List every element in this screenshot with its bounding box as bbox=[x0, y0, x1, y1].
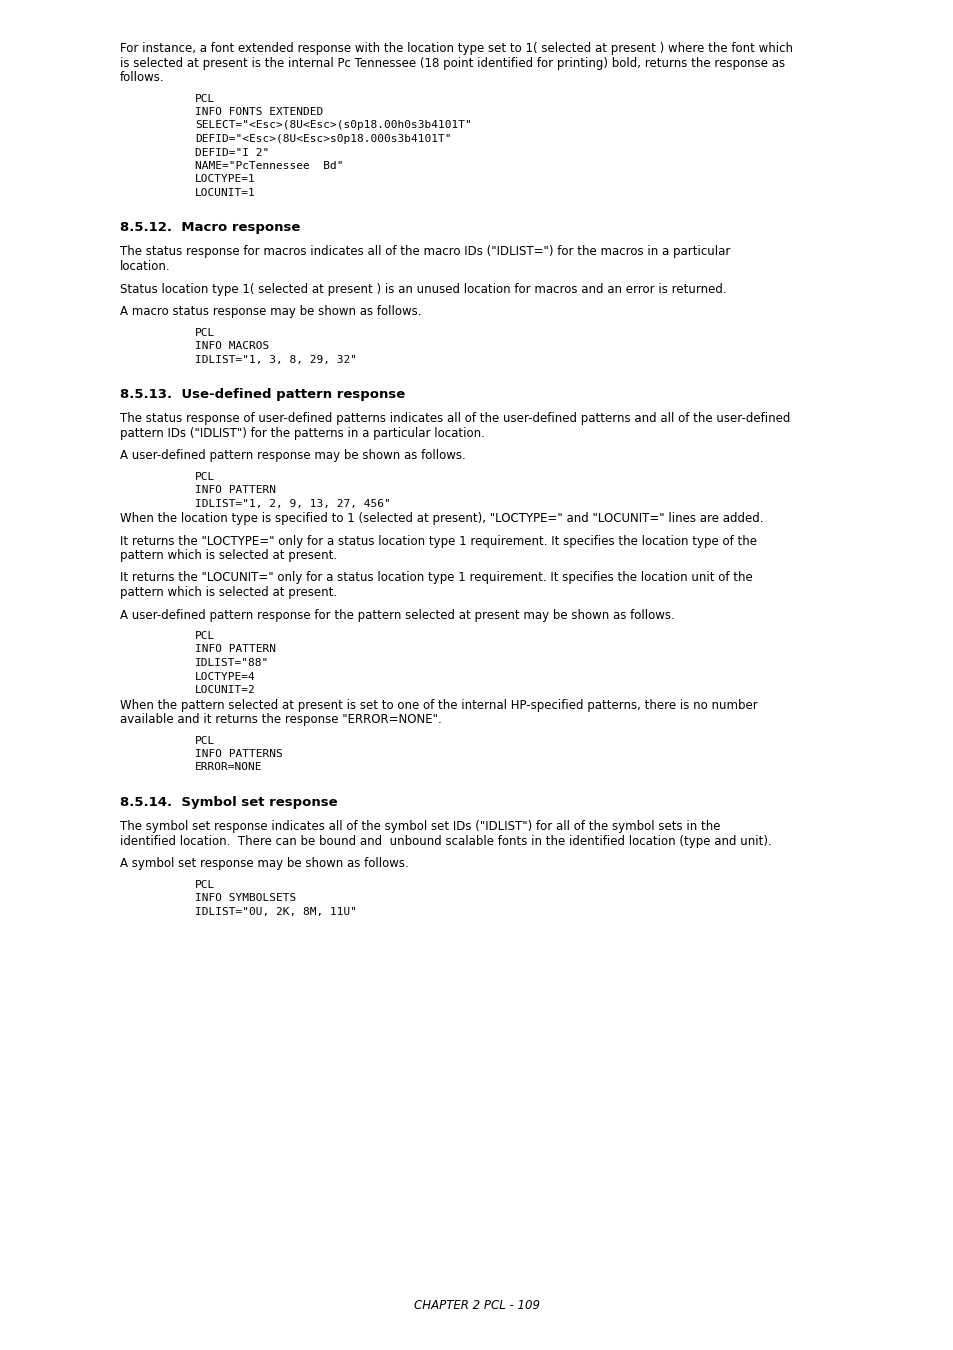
Text: PCL: PCL bbox=[194, 328, 215, 338]
Text: 8.5.12.  Macro response: 8.5.12. Macro response bbox=[120, 221, 300, 235]
Text: When the location type is specified to 1 (selected at present), "LOCTYPE=" and ": When the location type is specified to 1… bbox=[120, 512, 762, 525]
Text: Status location type 1( selected at present ) is an unused location for macros a: Status location type 1( selected at pres… bbox=[120, 282, 726, 296]
Text: IDLIST="0U, 2K, 8M, 11U": IDLIST="0U, 2K, 8M, 11U" bbox=[194, 906, 356, 917]
Text: LOCTYPE=4: LOCTYPE=4 bbox=[194, 671, 255, 682]
Text: PCL: PCL bbox=[194, 736, 215, 745]
Text: 8.5.13.  Use-defined pattern response: 8.5.13. Use-defined pattern response bbox=[120, 387, 405, 401]
Text: follows.: follows. bbox=[120, 72, 165, 84]
Text: It returns the "LOCUNIT=" only for a status location type 1 requirement. It spec: It returns the "LOCUNIT=" only for a sta… bbox=[120, 571, 752, 585]
Text: A user-defined pattern response may be shown as follows.: A user-defined pattern response may be s… bbox=[120, 450, 465, 462]
Text: identified location.  There can be bound and  unbound scalable fonts in the iden: identified location. There can be bound … bbox=[120, 834, 771, 848]
Text: INFO SYMBOLSETS: INFO SYMBOLSETS bbox=[194, 892, 296, 903]
Text: NAME="PcTennessee  Bd": NAME="PcTennessee Bd" bbox=[194, 161, 343, 171]
Text: PCL: PCL bbox=[194, 471, 215, 482]
Text: It returns the "LOCTYPE=" only for a status location type 1 requirement. It spec: It returns the "LOCTYPE=" only for a sta… bbox=[120, 535, 757, 548]
Text: pattern IDs ("IDLIST") for the patterns in a particular location.: pattern IDs ("IDLIST") for the patterns … bbox=[120, 427, 484, 440]
Text: A symbol set response may be shown as follows.: A symbol set response may be shown as fo… bbox=[120, 857, 408, 869]
Text: IDLIST="1, 2, 9, 13, 27, 456": IDLIST="1, 2, 9, 13, 27, 456" bbox=[194, 498, 391, 509]
Text: INFO PATTERN: INFO PATTERN bbox=[194, 644, 275, 655]
Text: IDLIST="88": IDLIST="88" bbox=[194, 657, 269, 668]
Text: LOCUNIT=1: LOCUNIT=1 bbox=[194, 188, 255, 198]
Text: INFO MACROS: INFO MACROS bbox=[194, 342, 269, 351]
Text: PCL: PCL bbox=[194, 879, 215, 890]
Text: The status response of user-defined patterns indicates all of the user-defined p: The status response of user-defined patt… bbox=[120, 412, 789, 425]
Text: A macro status response may be shown as follows.: A macro status response may be shown as … bbox=[120, 305, 421, 319]
Text: PCL: PCL bbox=[194, 630, 215, 641]
Text: LOCTYPE=1: LOCTYPE=1 bbox=[194, 174, 255, 185]
Text: available and it returns the response "ERROR=NONE".: available and it returns the response "E… bbox=[120, 713, 441, 726]
Text: When the pattern selected at present is set to one of the internal HP-specified : When the pattern selected at present is … bbox=[120, 698, 757, 711]
Text: For instance, a font extended response with the location type set to 1( selected: For instance, a font extended response w… bbox=[120, 42, 792, 55]
Text: location.: location. bbox=[120, 261, 171, 273]
Text: ERROR=NONE: ERROR=NONE bbox=[194, 763, 262, 772]
Text: pattern which is selected at present.: pattern which is selected at present. bbox=[120, 586, 336, 599]
Text: CHAPTER 2 PCL - 109: CHAPTER 2 PCL - 109 bbox=[414, 1299, 539, 1312]
Text: pattern which is selected at present.: pattern which is selected at present. bbox=[120, 549, 336, 562]
Text: The status response for macros indicates all of the macro IDs ("IDLIST=") for th: The status response for macros indicates… bbox=[120, 246, 730, 258]
Text: SELECT="<Esc>(8U<Esc>(s0p18.00h0s3b4101T": SELECT="<Esc>(8U<Esc>(s0p18.00h0s3b4101T… bbox=[194, 120, 471, 131]
Text: 8.5.14.  Symbol set response: 8.5.14. Symbol set response bbox=[120, 796, 337, 809]
Text: LOCUNIT=2: LOCUNIT=2 bbox=[194, 684, 255, 695]
Text: IDLIST="1, 3, 8, 29, 32": IDLIST="1, 3, 8, 29, 32" bbox=[194, 355, 356, 364]
Text: is selected at present is the internal Pc Tennessee (18 point identified for pri: is selected at present is the internal P… bbox=[120, 57, 784, 69]
Text: DEFID="<Esc>(8U<Esc>s0p18.000s3b4101T": DEFID="<Esc>(8U<Esc>s0p18.000s3b4101T" bbox=[194, 134, 451, 144]
Text: PCL: PCL bbox=[194, 93, 215, 104]
Text: The symbol set response indicates all of the symbol set IDs ("IDLIST") for all o: The symbol set response indicates all of… bbox=[120, 819, 720, 833]
Text: A user-defined pattern response for the pattern selected at present may be shown: A user-defined pattern response for the … bbox=[120, 609, 674, 621]
Text: INFO FONTS EXTENDED: INFO FONTS EXTENDED bbox=[194, 107, 323, 117]
Text: DEFID="I 2": DEFID="I 2" bbox=[194, 147, 269, 158]
Text: INFO PATTERN: INFO PATTERN bbox=[194, 485, 275, 495]
Text: INFO PATTERNS: INFO PATTERNS bbox=[194, 749, 282, 759]
